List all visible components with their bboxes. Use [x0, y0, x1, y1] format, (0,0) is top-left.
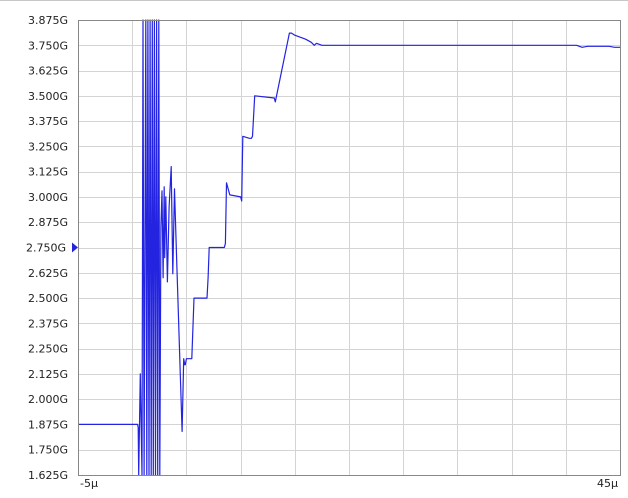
y-tick-label: 3.125G — [28, 166, 68, 179]
y-tick-label: 3.750G — [28, 39, 68, 52]
y-tick-label: 3.875G — [28, 14, 68, 27]
y-marker — [72, 242, 78, 253]
plot-frame — [78, 20, 621, 476]
y-tick-label: 3.250G — [28, 140, 68, 153]
y-tick-label: 2.000G — [28, 393, 68, 406]
series-layer — [78, 19, 620, 476]
x-axis-ticks: -5µ 45µ — [80, 477, 618, 490]
y-tick-label: 2.250G — [28, 343, 68, 356]
marker-arrow-icon — [72, 242, 78, 253]
y-tick-label: 3.375G — [28, 115, 68, 128]
series-line — [78, 19, 620, 476]
y-tick-label: 3.625G — [28, 65, 68, 78]
y-tick-label: 2.500G — [28, 292, 68, 305]
y-tick-label: 1.750G — [28, 444, 68, 457]
y-tick-label: 1.625G — [28, 469, 68, 482]
y-tick-label: 3.000G — [28, 191, 68, 204]
y-tick-label: 2.875G — [28, 216, 68, 229]
y-axis-ticks: 3.875G 3.750G 3.625G 3.500G 3.375G 3.250G 3.12… — [26, 14, 68, 482]
y-tick-label: 1.875G — [28, 418, 68, 431]
y-tick-label: 2.125G — [28, 368, 68, 381]
y-tick-label: 3.500G — [28, 90, 68, 103]
y-tick-label: 2.625G — [28, 267, 68, 280]
x-tick-label: -5µ — [80, 477, 98, 490]
x-tick-label: 45µ — [597, 477, 618, 490]
y-tick-label-marked: 2.750G — [26, 242, 66, 255]
top-border — [0, 0, 628, 1]
y-tick-label: 2.375G — [28, 317, 68, 330]
